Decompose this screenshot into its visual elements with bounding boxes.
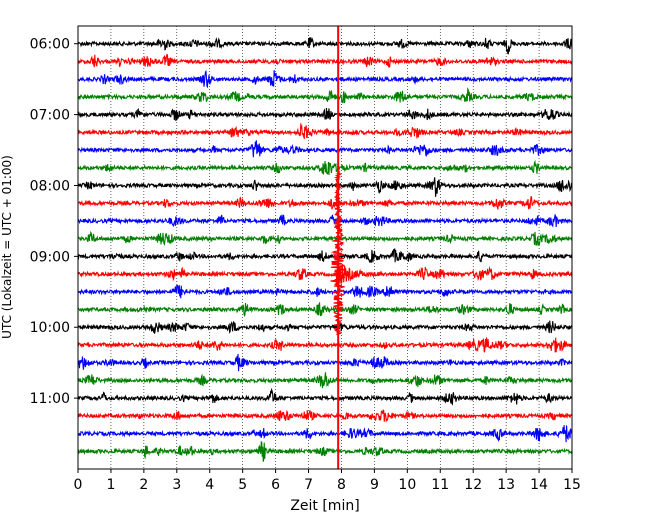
y-tick-label: 09:00 xyxy=(30,249,70,265)
x-axis-ticks: 0 1 2 3 4 5 6 7 8 9 10 11 12 13 14 15 xyxy=(74,469,581,493)
trace-line xyxy=(77,372,573,389)
x-tick-label: 3 xyxy=(172,477,181,493)
x-axis-label: Zeit [min] xyxy=(290,498,359,514)
y-tick-label: 11:00 xyxy=(30,391,70,407)
x-tick-label: 6 xyxy=(271,477,280,493)
trace-line xyxy=(77,107,573,121)
x-tick-label: 2 xyxy=(139,477,148,493)
trace-line xyxy=(77,53,573,68)
trace-line xyxy=(77,247,573,264)
x-tick-label: 0 xyxy=(74,477,83,493)
x-tick-label: 4 xyxy=(205,477,214,493)
trace-line xyxy=(77,337,573,353)
trace-line xyxy=(77,440,573,462)
x-tick-label: 14 xyxy=(530,477,548,493)
y-tick-label: 06:00 xyxy=(30,37,70,53)
trace-line xyxy=(77,230,573,246)
y-tick-label: 10:00 xyxy=(30,320,70,336)
trace-line xyxy=(77,425,573,443)
trace-line xyxy=(77,353,573,372)
plot-frame xyxy=(77,25,573,470)
y-axis-label: UTC (Lokalzeit = UTC + 01:00) xyxy=(0,155,14,339)
trace-line xyxy=(77,37,573,55)
x-tick-label: 1 xyxy=(106,477,115,493)
x-tick-label: 8 xyxy=(337,477,346,493)
x-tick-label: 13 xyxy=(497,477,515,493)
y-tick-label: 07:00 xyxy=(30,108,70,124)
traces xyxy=(77,37,573,462)
trace-line xyxy=(77,261,573,288)
event-marker xyxy=(330,26,346,469)
trace-line xyxy=(77,284,573,299)
x-tick-label: 15 xyxy=(563,477,581,493)
y-axis-ticks: 06:00 07:00 08:00 09:00 10:00 11:00 xyxy=(30,37,78,407)
trace-line xyxy=(77,159,573,176)
x-tick-label: 12 xyxy=(464,477,482,493)
trace-line xyxy=(77,301,573,317)
event-arrival-signal xyxy=(330,170,346,335)
trace-line xyxy=(77,140,573,158)
y-tick-label: 08:00 xyxy=(30,178,70,194)
trace-line xyxy=(77,408,573,423)
trace-line xyxy=(77,87,573,104)
x-tick-label: 10 xyxy=(398,477,416,493)
trace-line xyxy=(77,214,573,228)
x-tick-label: 5 xyxy=(238,477,247,493)
trace-line xyxy=(77,387,573,406)
trace-line xyxy=(77,196,573,210)
x-tick-label: 11 xyxy=(431,477,449,493)
trace-line xyxy=(77,320,573,334)
trace-line xyxy=(77,70,573,89)
x-tick-label: 9 xyxy=(370,477,379,493)
plot-background xyxy=(78,26,572,469)
trace-line xyxy=(77,123,573,140)
x-tick-label: 7 xyxy=(304,477,313,493)
trace-line xyxy=(77,177,573,197)
